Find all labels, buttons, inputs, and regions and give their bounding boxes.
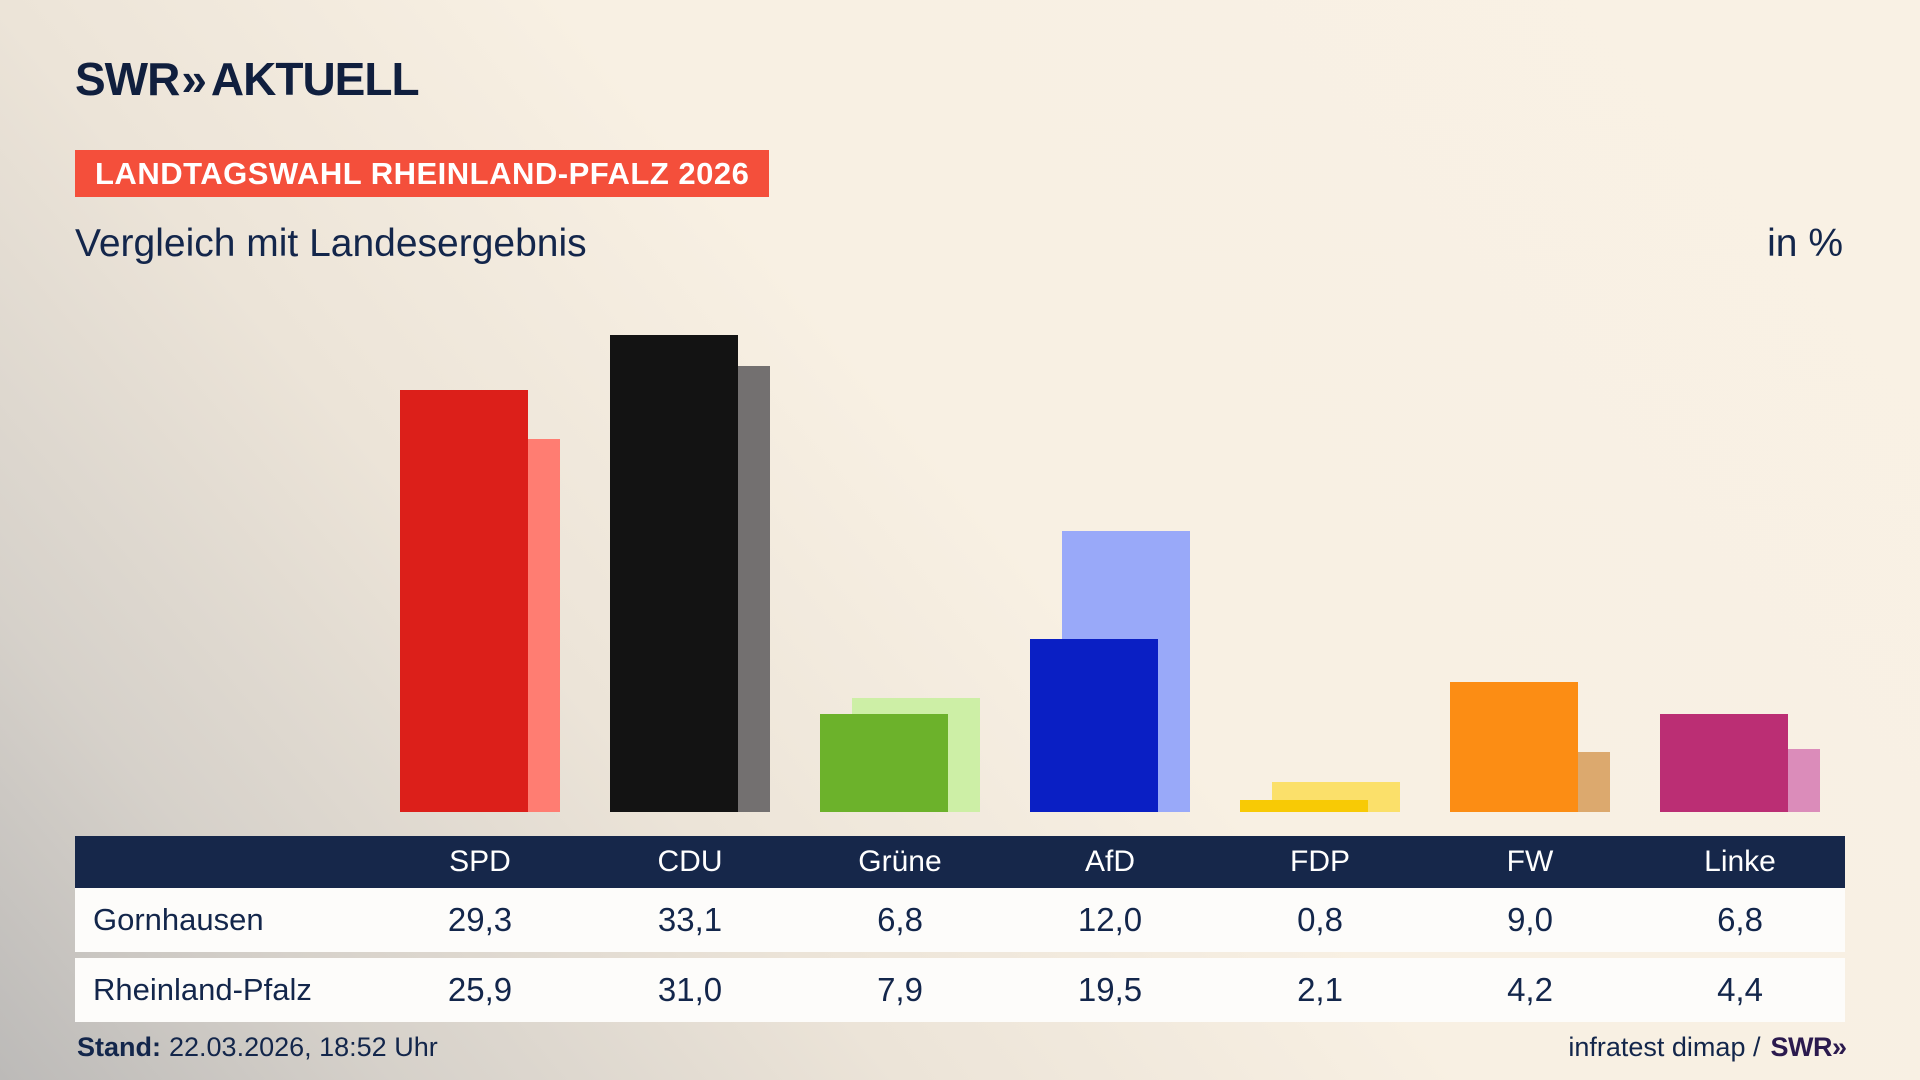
bar-chart	[0, 312, 1920, 812]
column-header-afd: AfD	[1084, 845, 1135, 878]
bar-fdp-gornhausen	[1240, 800, 1368, 812]
bar-spd-gornhausen	[400, 390, 528, 812]
value-cell: 29,3	[447, 901, 513, 938]
value-cell: 25,9	[447, 971, 513, 1008]
bar-group-linke	[1660, 312, 1820, 812]
column-header-fdp: FDP	[1290, 845, 1350, 878]
column-header-grne: Grüne	[858, 845, 942, 878]
bar-afd-gornhausen	[1030, 639, 1158, 812]
table-row: Rheinland-Pfalz 25,9 31,0 7,9 19,5 2,1 4,2 4,4	[75, 958, 1845, 1022]
unit-label: in %	[1767, 222, 1843, 265]
source-swr-logo: SWR»	[1770, 1032, 1847, 1062]
chart-title: Vergleich mit Landesergebnis	[75, 222, 587, 265]
source-credit: infratest dimap / SWR»	[1568, 1032, 1847, 1063]
column-header-fw: FW	[1506, 845, 1554, 878]
value-cell: 6,8	[877, 901, 923, 938]
column-header-cdu: CDU	[657, 845, 723, 878]
value-cell: 4,2	[1507, 971, 1553, 1008]
election-badge: LANDTAGSWAHL RHEINLAND-PFALZ 2026	[75, 150, 770, 197]
bar-group-grne	[820, 312, 980, 812]
stand-timestamp: Stand: 22.03.2026, 18:52 Uhr	[77, 1032, 438, 1063]
value-cell: 9,0	[1507, 901, 1553, 938]
bar-group-spd	[400, 312, 560, 812]
aktuell-logo-text: AKTUELL	[210, 53, 420, 105]
bar-linke-gornhausen	[1660, 714, 1788, 812]
value-cell: 12,0	[1077, 901, 1143, 938]
bar-group-fdp	[1240, 312, 1400, 812]
value-cell: 31,0	[657, 971, 723, 1008]
table-row: Gornhausen 29,3 33,1 6,8 12,0 0,8 9,0 6,8	[75, 888, 1845, 952]
bar-cdu-gornhausen	[610, 335, 738, 812]
column-header-spd: SPD	[449, 845, 511, 878]
value-cell: 6,8	[1717, 901, 1763, 938]
value-cell: 4,4	[1717, 971, 1763, 1008]
value-cell: 7,9	[877, 971, 923, 1008]
stand-label: Stand:	[77, 1032, 161, 1062]
double-chevron-icon: »	[181, 53, 206, 105]
bar-group-fw	[1450, 312, 1610, 812]
bar-fw-gornhausen	[1450, 682, 1578, 812]
stand-value: 22.03.2026, 18:52 Uhr	[169, 1032, 438, 1062]
value-cell: 19,5	[1077, 971, 1143, 1008]
column-header-linke: Linke	[1704, 845, 1776, 878]
value-cell: 0,8	[1297, 901, 1343, 938]
double-chevron-icon: »	[1831, 1032, 1847, 1062]
bar-grne-gornhausen	[820, 714, 948, 812]
value-cell: 2,1	[1297, 971, 1343, 1008]
swr-logo-text: SWR	[75, 53, 180, 105]
row-label-rheinland-pfalz: Rheinland-Pfalz	[93, 972, 312, 1007]
results-table: SPD CDU Grüne AfD FDP FW Linke Gornhausen 29,3…	[75, 836, 1845, 1022]
bar-group-cdu	[610, 312, 770, 812]
table-header-row: SPD CDU Grüne AfD FDP FW Linke	[75, 836, 1845, 888]
row-label-gornhausen: Gornhausen	[93, 902, 264, 937]
source-text: infratest dimap /	[1568, 1032, 1761, 1062]
swr-aktuell-logo: SWR» AKTUELL	[75, 52, 420, 106]
bar-group-afd	[1030, 312, 1190, 812]
value-cell: 33,1	[657, 901, 723, 938]
